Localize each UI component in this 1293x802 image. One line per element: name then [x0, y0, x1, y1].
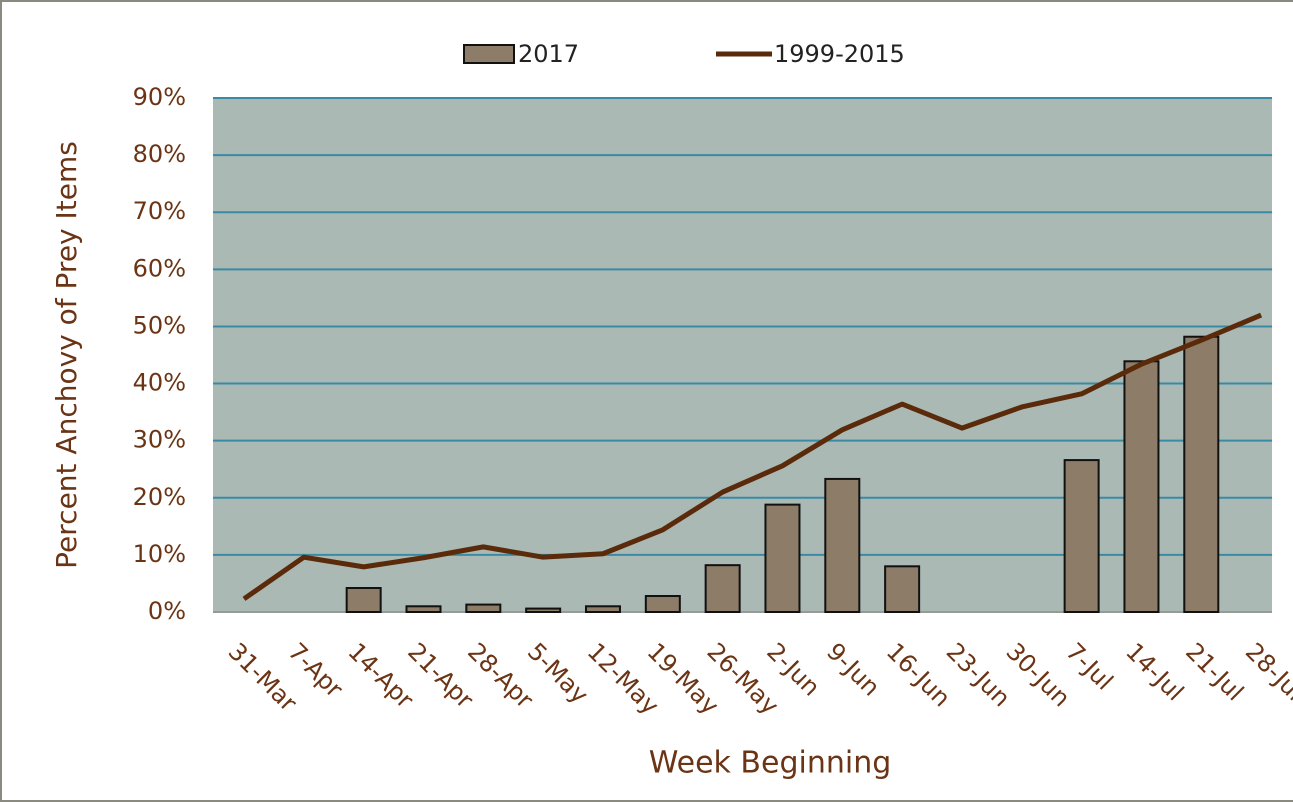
- y-tick-label: 20%: [133, 483, 186, 511]
- y-tick-label: 60%: [133, 254, 186, 282]
- y-tick-label: 80%: [133, 140, 186, 168]
- bar: [525, 607, 562, 613]
- y-tick-label: 0%: [148, 597, 186, 625]
- x-tick-label: 14-Jul: [1120, 637, 1189, 706]
- bar: [1123, 360, 1160, 613]
- y-tick-label: 40%: [133, 369, 186, 397]
- y-axis-title: Percent Anchovy of Prey Items: [50, 141, 83, 569]
- x-tick-label: 28-Jul: [1240, 637, 1293, 706]
- bar: [584, 605, 621, 613]
- bar: [644, 595, 681, 614]
- plot-area: [213, 98, 1272, 612]
- bar: [764, 503, 801, 613]
- bar: [704, 564, 741, 613]
- bar: [1183, 335, 1220, 613]
- bar: [824, 477, 861, 614]
- x-tick-label: 28-Apr: [462, 637, 539, 714]
- x-tick-label: 30-Jun: [1001, 637, 1076, 712]
- x-tick-label: 21-Jul: [1180, 637, 1249, 706]
- bar: [405, 605, 442, 613]
- y-tick-label: 70%: [133, 197, 186, 225]
- y-tick-label: 10%: [133, 540, 186, 568]
- bar: [884, 565, 921, 613]
- bar: [1063, 459, 1100, 613]
- x-tick-label: 14-Apr: [342, 637, 419, 714]
- line: [242, 312, 1263, 601]
- y-tick-label: 50%: [133, 311, 186, 339]
- x-tick-label: 9-Jun: [821, 637, 885, 701]
- legend-label: 2017: [518, 40, 579, 68]
- x-tick-label: 23-Jun: [941, 637, 1016, 712]
- bar: [465, 603, 502, 614]
- legend-swatch: [463, 44, 515, 64]
- bar: [345, 587, 382, 613]
- y-tick-label: 30%: [133, 426, 186, 454]
- x-axis-title: Week Beginning: [649, 746, 892, 781]
- x-tick-label: 16-Jun: [881, 637, 956, 712]
- y-tick-label: 90%: [133, 83, 186, 111]
- legend-label: 1999-2015: [774, 40, 905, 68]
- x-tick-label: 21-Apr: [402, 637, 479, 714]
